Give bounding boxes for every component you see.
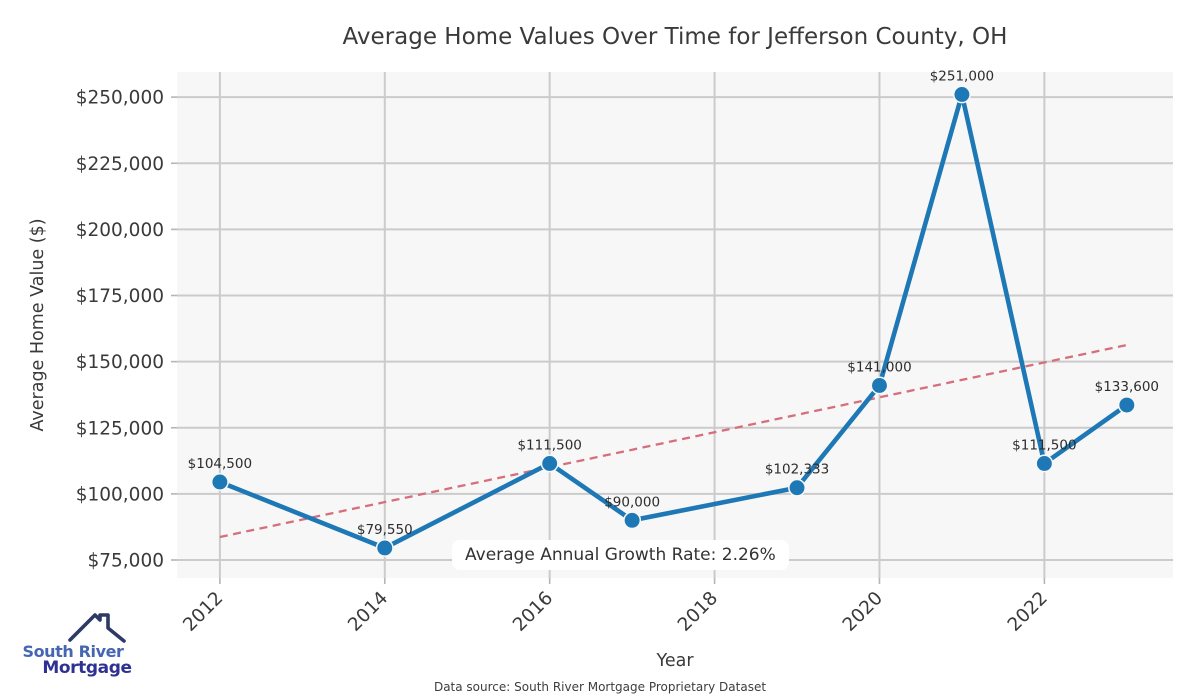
logo-text-south-river: South River	[22, 642, 124, 661]
x-tick-labels: 2012 2014 2016 2018 2020 2022	[179, 588, 1052, 636]
point-label: $104,500	[188, 456, 252, 472]
point-label: $111,500	[1012, 437, 1076, 453]
chart-title: Average Home Values Over Time for Jeffer…	[342, 24, 1008, 50]
logo-text-mortgage: Mortgage	[42, 658, 132, 678]
south-river-mortgage-logo: South River Mortgage	[10, 605, 140, 690]
y-tick-label: $225,000	[76, 154, 164, 175]
plot-background	[177, 72, 1173, 578]
growth-rate-annotation: Average Annual Growth Rate: 2.26%	[452, 540, 789, 570]
x-tick-label: 2012	[179, 588, 227, 636]
y-tick-label: $125,000	[76, 418, 164, 439]
point-label: $141,000	[847, 359, 911, 375]
point-label: $102,333	[765, 462, 829, 478]
data-point-marker	[210, 473, 229, 491]
y-tick-label: $75,000	[87, 551, 164, 572]
data-point-marker	[788, 478, 806, 497]
y-axis-label: Average Home Value ($)	[28, 218, 48, 432]
data-point-marker	[375, 539, 394, 557]
x-tick-label: 2022	[1004, 588, 1052, 636]
data-point-marker	[623, 511, 642, 530]
tick-marks	[171, 96, 1046, 584]
data-point-marker	[1117, 396, 1136, 414]
x-tick-label: 2014	[344, 588, 392, 636]
data-point-marker	[1035, 454, 1054, 473]
point-label: $90,000	[604, 494, 660, 510]
point-label: $251,000	[930, 68, 994, 84]
y-tick-label: $100,000	[76, 484, 164, 505]
house-roof-icon	[68, 613, 126, 643]
point-label: $111,500	[517, 437, 581, 453]
data-point-marker	[540, 454, 559, 473]
data-point-marker	[952, 85, 971, 104]
y-tick-label: $175,000	[76, 286, 164, 307]
x-axis-label: Year	[656, 651, 694, 671]
series-markers	[210, 85, 1136, 557]
point-label: $79,550	[357, 522, 413, 538]
y-tick-labels: $75,000 $100,000 $125,000 $150,000 $175,000 $…	[76, 88, 164, 572]
point-label: $133,600	[1095, 379, 1159, 395]
x-tick-label: 2016	[509, 588, 557, 636]
x-tick-label: 2018	[674, 588, 722, 636]
y-tick-label: $200,000	[76, 220, 164, 241]
data-source-note: Data source: South River Mortgage Propri…	[433, 680, 767, 694]
trend-line	[219, 343, 1128, 539]
data-point-marker	[870, 376, 889, 395]
x-tick-label: 2020	[839, 588, 887, 636]
y-tick-label: $250,000	[76, 88, 164, 109]
point-labels: $104,500 $79,550 $111,500 $90,000 $102,333 $1…	[188, 68, 1159, 537]
y-tick-label: $150,000	[76, 352, 164, 373]
